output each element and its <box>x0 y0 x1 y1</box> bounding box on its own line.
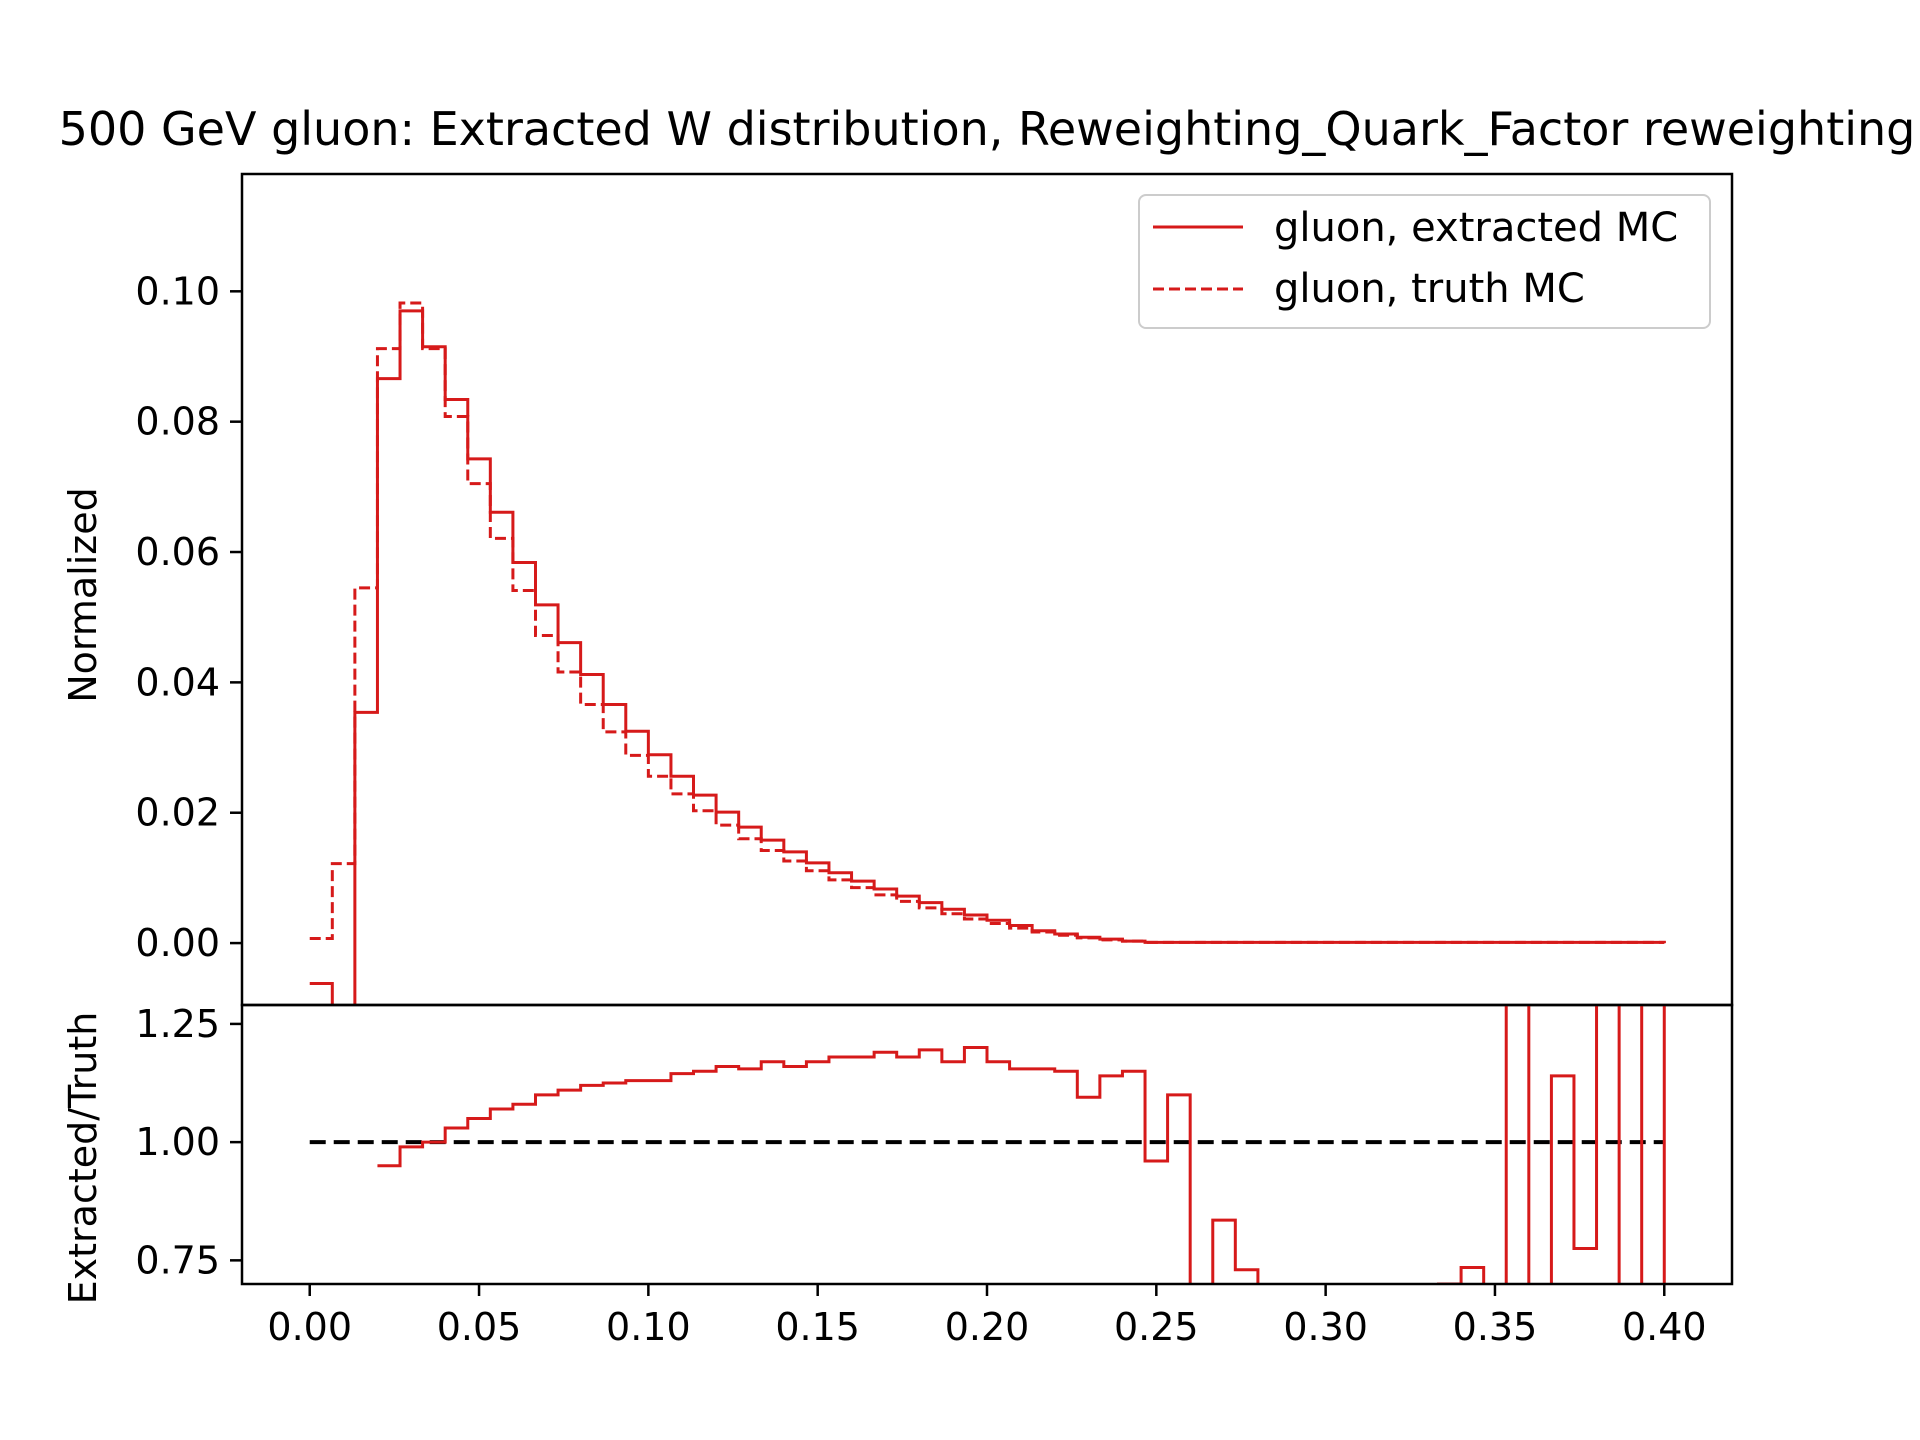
legend-label-truth: gluon, truth MC <box>1274 266 1585 312</box>
ratio-y-axis-label: Extracted/Truth <box>61 1012 105 1305</box>
main-y-tick-label: 0.02 <box>135 791 220 835</box>
x-tick-label: 0.20 <box>945 1305 1030 1349</box>
x-axis: 0.00 0.05 0.10 0.15 0.20 0.25 0.30 0.35 0.40 <box>267 1284 1707 1349</box>
x-tick-label: 0.40 <box>1622 1305 1707 1349</box>
series-truth-mc-line <box>309 301 1666 944</box>
chart-title: 500 GeV gluon: Extracted W distribution,… <box>59 102 1916 156</box>
x-tick-label: 0.15 <box>775 1305 860 1349</box>
x-tick-label: 0.00 <box>267 1305 352 1349</box>
main-y-tick-label: 0.10 <box>135 269 220 313</box>
main-y-tick-label: 0.00 <box>135 921 220 965</box>
x-tick-label: 0.05 <box>437 1305 522 1349</box>
main-y-tick-label: 0.04 <box>135 660 220 704</box>
x-tick-label: 0.30 <box>1283 1305 1368 1349</box>
main-y-axis: 0.00 0.02 0.04 0.06 0.08 0.10 <box>135 269 242 965</box>
x-tick-label: 0.25 <box>1114 1305 1199 1349</box>
ratio-panel: 0.75 1.00 1.25 0.00 0.05 0.10 0.15 0.20 0.25 0.3… <box>61 1002 1734 1349</box>
legend-label-extracted: gluon, extracted MC <box>1274 205 1678 251</box>
ratio-y-tick-label: 1.00 <box>135 1120 220 1164</box>
ratio-y-tick-label: 0.75 <box>135 1238 220 1282</box>
main-y-axis-label: Normalized <box>61 487 105 703</box>
x-tick-label: 0.10 <box>606 1305 691 1349</box>
ratio-y-axis: 0.75 1.00 1.25 <box>135 1002 242 1282</box>
x-tick-label: 0.35 <box>1453 1305 1538 1349</box>
legend-box <box>1138 194 1711 329</box>
series-ratio-line <box>377 1005 1666 1284</box>
legend: gluon, extracted MC gluon, truth MC <box>1138 194 1711 329</box>
main-plot-area <box>309 301 1666 1005</box>
main-panel: 0.00 0.02 0.04 0.06 0.08 0.10 Normalized <box>61 172 1734 1007</box>
main-y-tick-label: 0.06 <box>135 530 220 574</box>
ratio-y-tick-label: 1.25 <box>135 1002 220 1046</box>
series-extracted-mc-line <box>309 309 1666 1005</box>
ratio-plot-area <box>309 1005 1666 1284</box>
main-y-tick-label: 0.08 <box>135 400 220 444</box>
